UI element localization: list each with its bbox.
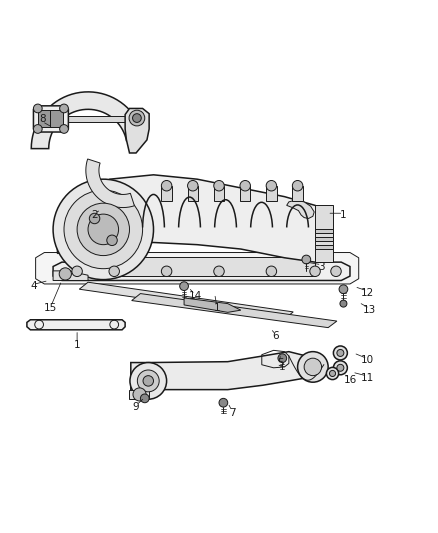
Text: 2: 2: [91, 210, 98, 220]
Polygon shape: [187, 185, 198, 201]
Polygon shape: [53, 262, 350, 280]
Polygon shape: [33, 106, 68, 132]
Circle shape: [33, 104, 42, 113]
Circle shape: [297, 352, 328, 382]
Circle shape: [214, 266, 224, 277]
Polygon shape: [57, 175, 332, 262]
Circle shape: [60, 125, 68, 133]
Text: 5: 5: [277, 358, 283, 368]
Text: 1: 1: [213, 303, 220, 313]
Circle shape: [337, 364, 344, 372]
Circle shape: [266, 266, 277, 277]
Circle shape: [53, 179, 153, 280]
Circle shape: [161, 181, 172, 191]
Circle shape: [109, 266, 120, 277]
Polygon shape: [79, 282, 293, 319]
Text: 1: 1: [340, 210, 347, 220]
Text: 15: 15: [44, 303, 57, 313]
Text: 1: 1: [74, 340, 81, 350]
Polygon shape: [86, 159, 134, 207]
Circle shape: [89, 213, 100, 224]
Circle shape: [133, 388, 146, 401]
Polygon shape: [66, 116, 125, 122]
Circle shape: [329, 370, 336, 376]
Circle shape: [133, 114, 141, 123]
Circle shape: [129, 110, 145, 126]
Polygon shape: [315, 229, 332, 233]
Circle shape: [292, 181, 303, 191]
Polygon shape: [287, 200, 314, 219]
Text: 14: 14: [188, 291, 201, 301]
Polygon shape: [50, 110, 63, 127]
Polygon shape: [38, 110, 51, 127]
Polygon shape: [184, 298, 241, 312]
Circle shape: [219, 398, 228, 407]
Circle shape: [77, 203, 130, 256]
Polygon shape: [31, 92, 144, 149]
Polygon shape: [161, 185, 172, 201]
Polygon shape: [131, 352, 313, 399]
Circle shape: [333, 361, 347, 375]
Polygon shape: [292, 185, 303, 201]
Circle shape: [33, 125, 42, 133]
Circle shape: [88, 214, 119, 245]
Circle shape: [59, 268, 71, 280]
Text: 11: 11: [361, 373, 374, 383]
Circle shape: [72, 266, 82, 277]
Text: 6: 6: [272, 332, 279, 341]
Circle shape: [266, 181, 277, 191]
Text: 12: 12: [361, 288, 374, 298]
Polygon shape: [79, 257, 315, 276]
Polygon shape: [315, 237, 332, 241]
Polygon shape: [214, 185, 224, 201]
Circle shape: [337, 350, 344, 357]
Circle shape: [214, 181, 224, 191]
Polygon shape: [315, 245, 332, 249]
Circle shape: [161, 266, 172, 277]
Circle shape: [60, 104, 68, 113]
Polygon shape: [130, 390, 149, 399]
Circle shape: [143, 376, 153, 386]
Text: 16: 16: [343, 375, 357, 385]
Polygon shape: [53, 271, 88, 280]
Text: 7: 7: [229, 408, 235, 418]
Circle shape: [180, 282, 188, 290]
Circle shape: [141, 394, 149, 403]
Circle shape: [340, 300, 347, 307]
Polygon shape: [35, 253, 359, 284]
Circle shape: [331, 266, 341, 277]
Circle shape: [130, 362, 166, 399]
Circle shape: [333, 346, 347, 360]
Circle shape: [310, 266, 320, 277]
Circle shape: [339, 285, 348, 294]
Polygon shape: [132, 294, 337, 328]
Text: 10: 10: [361, 356, 374, 365]
Circle shape: [302, 255, 311, 264]
Circle shape: [240, 181, 251, 191]
Circle shape: [107, 235, 117, 246]
Circle shape: [187, 181, 198, 191]
Text: 8: 8: [39, 114, 46, 124]
Polygon shape: [27, 320, 125, 330]
Text: 4: 4: [30, 281, 37, 291]
Polygon shape: [240, 185, 251, 201]
Circle shape: [278, 354, 287, 362]
Polygon shape: [266, 185, 277, 201]
Circle shape: [138, 370, 159, 392]
Text: 13: 13: [363, 305, 376, 315]
Text: 3: 3: [318, 262, 325, 271]
Circle shape: [64, 190, 143, 269]
Circle shape: [304, 358, 321, 376]
Text: 9: 9: [133, 402, 139, 412]
Polygon shape: [125, 108, 149, 153]
Circle shape: [326, 367, 339, 379]
Polygon shape: [315, 205, 332, 262]
